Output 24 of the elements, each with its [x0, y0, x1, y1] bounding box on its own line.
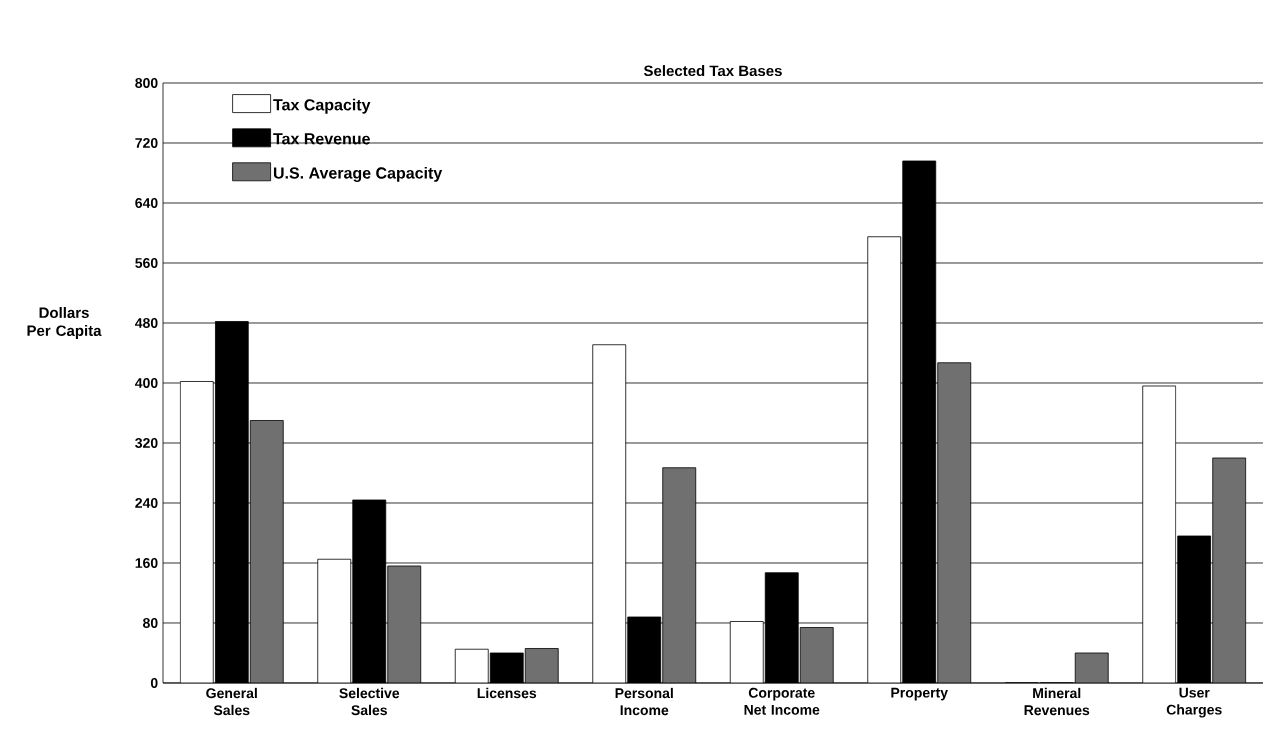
y-tick-label: 0: [150, 678, 158, 688]
x-tick-label: Selective Sales: [339, 687, 400, 716]
y-tick-label: 400: [135, 378, 158, 388]
x-tick-label: General Sales: [206, 687, 257, 716]
x-tick-label: Personal Income: [615, 687, 673, 716]
y-tick-label: 560: [135, 258, 158, 268]
y-tick-label: 160: [135, 558, 158, 568]
x-tick-label: Corporate Net Income: [744, 687, 820, 715]
y-tick-label: 320: [135, 438, 158, 448]
legend-label: U.S. Average Capacity: [273, 166, 443, 182]
y-tick-label: 720: [135, 138, 158, 148]
y-tick-label: 80: [143, 618, 158, 628]
y-tick-label: 480: [135, 318, 158, 328]
y-tick-label: 640: [135, 198, 158, 208]
legend-label: Tax Capacity: [273, 98, 371, 114]
x-tick-label: Property: [891, 687, 948, 701]
x-tick-label: User Charges: [1166, 687, 1222, 718]
x-tick-label: Mineral Revenues: [1024, 687, 1090, 716]
y-axis-title: Dollars Per Capita: [27, 306, 102, 339]
chart-title: Selected Tax Bases: [643, 65, 782, 77]
y-tick-label: 240: [135, 498, 158, 508]
y-tick-label: 800: [135, 78, 158, 88]
x-tick-label: Licenses: [477, 687, 537, 699]
legend-label: Tax Revenue: [273, 133, 370, 145]
